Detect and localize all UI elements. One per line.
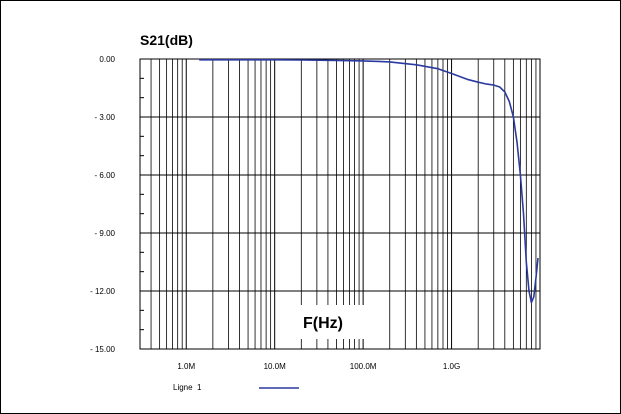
x-tick-label: 1.0M — [177, 362, 195, 371]
x-tick-labels: 1.0M 10.0M 100.0M 1.0G — [177, 362, 460, 371]
tick-marks — [140, 58, 144, 350]
x-tick-label: 100.0M — [350, 362, 377, 371]
y-tick-label: - 6.00 — [95, 171, 116, 180]
y-tick-label: - 3.00 — [95, 113, 116, 122]
chart-title: S21(dB) — [140, 32, 193, 48]
y-tick-label: - 12.00 — [90, 287, 115, 296]
y-tick-label: - 15.00 — [90, 345, 115, 354]
y-tick-label: - 9.00 — [95, 229, 116, 238]
x-axis-label: F(Hz) — [303, 315, 343, 332]
series-lines — [199, 58, 539, 304]
x-tick-label: 1.0G — [443, 362, 460, 371]
x-tick-label: 10.0M — [264, 362, 287, 371]
y-tick-labels: 0.00 - 3.00 - 6.00 - 9.00 - 12.00 - 15.00 — [90, 55, 115, 354]
legend-label: Ligne 1 — [173, 383, 202, 392]
y-tick-label: 0.00 — [99, 55, 115, 64]
series-line — [199, 58, 539, 304]
grid — [139, 58, 541, 350]
xlabel-box — [298, 305, 368, 339]
